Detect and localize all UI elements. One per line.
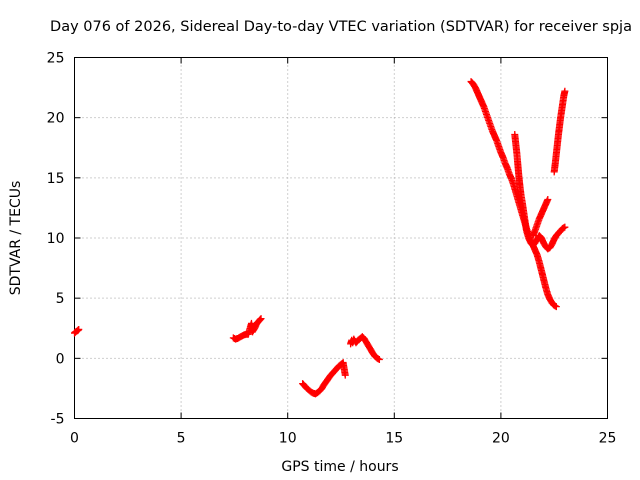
y-axis-label: SDTVAR / TECUs	[8, 181, 24, 296]
y-tick-label: 20	[47, 111, 65, 127]
data-point	[341, 371, 349, 379]
data-point	[552, 303, 560, 311]
x-axis-label: GPS time / hours	[281, 459, 398, 475]
x-tick-label: 15	[385, 431, 403, 447]
y-tick-labels: -5 0 5 10 15 20 25	[47, 51, 65, 428]
x-tick-label: 5	[177, 431, 186, 447]
y-tick-label: -5	[51, 412, 65, 428]
data-point	[375, 356, 383, 364]
x-tick-labels: 0 5 10 15 20 25	[70, 431, 616, 447]
data-point	[256, 316, 264, 324]
y-tick-label: 5	[56, 291, 65, 307]
data-point	[544, 195, 552, 203]
chart-title: Day 076 of 2026, Sidereal Day-to-day VTE…	[50, 19, 632, 35]
data-point	[561, 223, 569, 231]
data-point	[561, 87, 569, 95]
axis-ticks	[74, 57, 608, 419]
data-point	[256, 315, 264, 323]
x-tick-label: 0	[70, 431, 79, 447]
data-point	[75, 325, 83, 333]
y-tick-label: 0	[56, 351, 65, 367]
data-point	[257, 315, 265, 323]
data-points	[71, 78, 569, 398]
y-tick-label: 10	[47, 231, 65, 247]
x-tick-label: 10	[279, 431, 297, 447]
x-tick-label: 20	[492, 431, 510, 447]
x-tick-label: 25	[599, 431, 617, 447]
y-tick-label: 25	[47, 51, 65, 67]
y-tick-label: 15	[47, 171, 65, 187]
